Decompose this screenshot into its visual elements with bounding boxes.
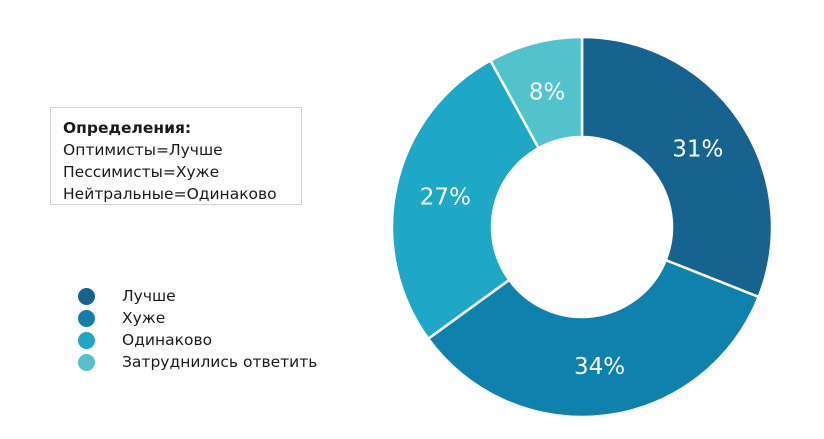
legend-label-better: Лучше (122, 287, 176, 305)
legend-marker-undecided (78, 353, 95, 371)
legend-label-worse: Хуже (122, 309, 166, 327)
legend-item-better: Лучше (78, 285, 317, 307)
definition-pessimists: Пессимисты=Хуже (63, 163, 220, 181)
slice-label-worse: 34% (574, 354, 625, 380)
legend-marker-better (78, 287, 95, 305)
legend-label-same: Одинаково (122, 331, 213, 349)
slice-label-undecided: 8% (529, 79, 566, 105)
legend-item-undecided: Затруднились ответить (78, 351, 317, 373)
legend-label-undecided: Затруднились ответить (122, 353, 318, 371)
definitions-box: Определения: Оптимисты=Лучше Пессимисты=… (50, 107, 302, 205)
slice-label-same: 27% (420, 184, 471, 210)
chart-legend: Лучше Хуже Одинаково Затруднились ответи… (78, 285, 317, 373)
legend-item-same: Одинаково (78, 329, 317, 351)
legend-marker-same (78, 331, 95, 349)
legend-marker-worse (78, 309, 95, 327)
slice-undecided (488, 35, 584, 150)
slice-same (390, 58, 541, 341)
slice-label-better: 31% (672, 136, 723, 162)
definitions-title: Определения: (63, 119, 192, 137)
definition-neutral: Нейтральные=Одинаково (63, 185, 277, 203)
legend-item-worse: Хуже (78, 307, 317, 329)
slice-worse (426, 258, 761, 419)
definition-optimists: Оптимисты=Лучше (63, 141, 223, 159)
slice-better (580, 35, 774, 299)
